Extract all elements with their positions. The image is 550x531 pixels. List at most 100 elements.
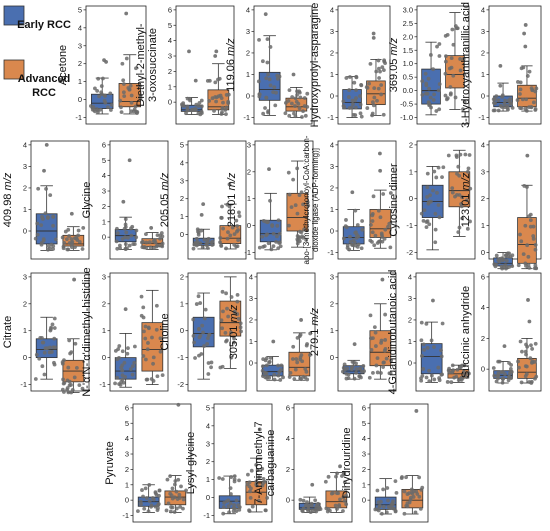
data-point: [295, 166, 300, 171]
data-point: [220, 204, 224, 209]
data-point: [503, 105, 507, 110]
data-point: [451, 73, 456, 78]
box-series: [164, 402, 188, 514]
data-point: [156, 503, 160, 507]
data-point: [462, 363, 467, 368]
y-tick-label: 6: [481, 272, 485, 281]
data-point: [528, 218, 533, 223]
data-point: [457, 225, 462, 230]
outlier-point: [199, 212, 204, 217]
data-point: [453, 95, 458, 100]
box-series: [33, 316, 58, 381]
data-point: [407, 491, 412, 496]
data-point: [524, 364, 529, 369]
outlier-point: [310, 482, 315, 487]
data-point: [266, 72, 270, 77]
data-point: [293, 104, 297, 108]
data-point: [386, 498, 390, 503]
y-tick-label: 3: [481, 27, 485, 36]
data-point: [379, 371, 383, 375]
data-point: [73, 245, 77, 250]
data-point: [141, 494, 145, 499]
data-point: [527, 265, 532, 270]
data-point: [144, 240, 149, 245]
box-series: [139, 289, 165, 385]
y-tick-label: 6: [286, 403, 290, 412]
data-point: [492, 101, 496, 105]
data-point: [217, 76, 222, 81]
y-tick-label: 1: [330, 205, 334, 214]
data-point: [81, 226, 86, 230]
y-tick-label: 2: [481, 48, 485, 57]
data-point: [76, 233, 81, 238]
data-point: [114, 239, 119, 244]
data-point: [387, 371, 392, 376]
y-tick-label: 2.0: [403, 32, 413, 41]
data-point: [115, 231, 120, 236]
y-axis-label: 218.01 m/z: [226, 172, 238, 227]
data-point: [132, 242, 137, 247]
y-tick-label: 5: [78, 5, 82, 14]
data-point: [122, 94, 127, 99]
data-point: [268, 198, 272, 203]
y-tick-label: 1: [180, 212, 184, 221]
data-point: [352, 80, 357, 85]
data-point: [199, 109, 204, 114]
data-point: [220, 106, 225, 111]
box-series: [491, 63, 515, 113]
y-tick-label: 2: [247, 167, 251, 176]
outlier-point: [371, 31, 376, 36]
data-point: [375, 98, 379, 103]
data-point: [413, 510, 418, 515]
data-point: [300, 359, 305, 364]
data-point: [147, 499, 152, 504]
data-point: [371, 103, 376, 108]
data-point: [498, 83, 503, 88]
data-point: [314, 509, 319, 514]
y-tick-label: 3: [481, 167, 485, 176]
data-point: [281, 375, 285, 380]
y-tick-label: 3: [330, 272, 334, 281]
data-point: [342, 362, 347, 367]
data-point: [117, 243, 122, 248]
data-point: [95, 108, 100, 113]
data-point: [370, 211, 375, 216]
legend-swatch: [3, 5, 25, 26]
data-point: [129, 233, 134, 238]
data-point: [381, 360, 386, 365]
data-point: [420, 79, 425, 84]
data-point: [432, 377, 437, 382]
y-tick-label: 6: [168, 5, 172, 14]
data-point: [427, 368, 431, 373]
data-point: [506, 378, 511, 383]
data-point: [224, 339, 228, 344]
data-point: [390, 506, 395, 510]
data-point: [377, 504, 382, 508]
data-point: [257, 38, 261, 42]
outlier-point: [193, 78, 198, 83]
y-tick-label: 1: [330, 326, 334, 335]
data-point: [522, 184, 527, 188]
panel: -1 0 1 2 3 4 5 6 Pyruvate: [104, 402, 192, 523]
panel: 0 2 4 6 Succinic anhydride: [460, 272, 542, 392]
data-point: [287, 223, 291, 228]
data-point: [271, 90, 276, 95]
data-point: [352, 376, 357, 381]
data-point: [354, 88, 358, 93]
data-point: [33, 377, 38, 381]
data-point: [358, 102, 363, 107]
y-tick-label: 1: [125, 480, 129, 489]
data-point: [365, 106, 370, 110]
data-point: [218, 236, 223, 240]
data-point: [225, 202, 230, 207]
data-point: [520, 97, 525, 102]
data-point: [209, 240, 213, 245]
y-axis-label: Choline: [159, 313, 171, 350]
data-point: [374, 69, 379, 74]
data-point: [261, 357, 266, 362]
data-point: [295, 241, 300, 246]
box-series: [33, 142, 58, 252]
data-point: [260, 59, 265, 64]
data-point: [202, 316, 207, 321]
y-tick-label: 4: [125, 434, 129, 443]
